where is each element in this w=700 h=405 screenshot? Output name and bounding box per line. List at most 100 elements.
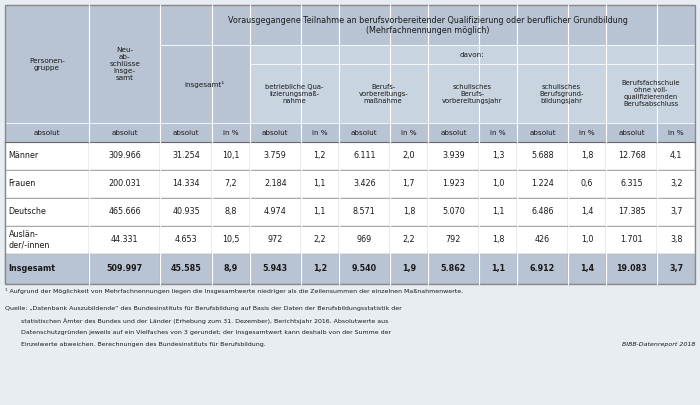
Text: absolut: absolut bbox=[529, 130, 556, 136]
Text: in %: in % bbox=[401, 130, 416, 136]
Text: 3.759: 3.759 bbox=[264, 151, 287, 160]
Text: 8,9: 8,9 bbox=[223, 264, 238, 273]
Text: 6.912: 6.912 bbox=[530, 264, 555, 273]
Text: ¹ Aufgrund der Möglichkeit von Mehrfachnennungen liegen die Insgesamtwerte niedr: ¹ Aufgrund der Möglichkeit von Mehrfachn… bbox=[5, 288, 463, 294]
Text: 1.701: 1.701 bbox=[620, 235, 643, 245]
Text: absolut: absolut bbox=[173, 130, 200, 136]
Text: davon:: davon: bbox=[460, 52, 484, 58]
Text: absolut: absolut bbox=[262, 130, 288, 136]
Text: Frauen: Frauen bbox=[8, 179, 36, 188]
Text: 1,2: 1,2 bbox=[313, 264, 327, 273]
Text: 8.571: 8.571 bbox=[353, 207, 376, 216]
Text: 6.111: 6.111 bbox=[353, 151, 376, 160]
Text: in %: in % bbox=[490, 130, 506, 136]
Text: 4.653: 4.653 bbox=[175, 235, 197, 245]
Text: 1.923: 1.923 bbox=[442, 179, 465, 188]
Text: 9.540: 9.540 bbox=[352, 264, 377, 273]
Text: 969: 969 bbox=[357, 235, 372, 245]
Text: in %: in % bbox=[668, 130, 684, 136]
Text: 12.768: 12.768 bbox=[618, 151, 645, 160]
Text: 200.031: 200.031 bbox=[108, 179, 141, 188]
Text: Insgesamt: Insgesamt bbox=[8, 264, 55, 273]
Text: 2,2: 2,2 bbox=[402, 235, 415, 245]
Text: statistischen Ämter des Bundes und der Länder (Erhebung zum 31. Dezember), Beric: statistischen Ämter des Bundes und der L… bbox=[5, 318, 388, 324]
Text: 0,6: 0,6 bbox=[581, 179, 594, 188]
Text: 45.585: 45.585 bbox=[171, 264, 202, 273]
Text: 1,0: 1,0 bbox=[492, 179, 504, 188]
Text: 309.966: 309.966 bbox=[108, 151, 141, 160]
Text: 1,8: 1,8 bbox=[402, 207, 415, 216]
Text: 792: 792 bbox=[446, 235, 461, 245]
Text: Männer: Männer bbox=[8, 151, 38, 160]
Text: 3,7: 3,7 bbox=[669, 264, 683, 273]
Text: 14.334: 14.334 bbox=[172, 179, 200, 188]
Text: 31.254: 31.254 bbox=[172, 151, 200, 160]
Text: in %: in % bbox=[223, 130, 239, 136]
Text: 509.997: 509.997 bbox=[106, 264, 143, 273]
Text: 5.688: 5.688 bbox=[531, 151, 554, 160]
Text: 465.666: 465.666 bbox=[108, 207, 141, 216]
Text: Quelle: „Datenbank Auszubildende“ des Bundesinstituts für Berufsbildung auf Basi: Quelle: „Datenbank Auszubildende“ des Bu… bbox=[5, 306, 402, 311]
Text: insgesamt¹: insgesamt¹ bbox=[185, 81, 225, 88]
Text: in %: in % bbox=[580, 130, 595, 136]
Text: Deutsche: Deutsche bbox=[8, 207, 46, 216]
Text: Personen-
gruppe: Personen- gruppe bbox=[29, 58, 65, 70]
Text: betriebliche Qua-
lizierungsmaß-
nahme: betriebliche Qua- lizierungsmaß- nahme bbox=[265, 84, 323, 104]
Text: 7,2: 7,2 bbox=[225, 179, 237, 188]
Text: 1,2: 1,2 bbox=[314, 151, 326, 160]
Text: 5.943: 5.943 bbox=[262, 264, 288, 273]
Text: 10,1: 10,1 bbox=[222, 151, 239, 160]
Text: 1,3: 1,3 bbox=[492, 151, 504, 160]
Text: 1.224: 1.224 bbox=[531, 179, 554, 188]
Text: 3.426: 3.426 bbox=[353, 179, 376, 188]
Text: 8,8: 8,8 bbox=[225, 207, 237, 216]
Text: Berufsfachschule
ohne voll-
qualifizierenden
Berufsabschluss: Berufsfachschule ohne voll- qualifiziere… bbox=[621, 80, 680, 107]
Text: 2.184: 2.184 bbox=[264, 179, 286, 188]
Text: BIBB-Datenreport 2018: BIBB-Datenreport 2018 bbox=[622, 342, 695, 347]
Text: in %: in % bbox=[312, 130, 328, 136]
Text: 5.862: 5.862 bbox=[441, 264, 466, 273]
Text: 972: 972 bbox=[267, 235, 283, 245]
Text: 3.939: 3.939 bbox=[442, 151, 465, 160]
Text: 1,1: 1,1 bbox=[314, 179, 326, 188]
Text: 1,4: 1,4 bbox=[580, 264, 594, 273]
Text: 40.935: 40.935 bbox=[172, 207, 200, 216]
Text: absolut: absolut bbox=[440, 130, 467, 136]
Text: 5.070: 5.070 bbox=[442, 207, 465, 216]
Text: absolut: absolut bbox=[34, 130, 60, 136]
Text: 1,1: 1,1 bbox=[314, 207, 326, 216]
Text: 6.315: 6.315 bbox=[620, 179, 643, 188]
Text: 17.385: 17.385 bbox=[618, 207, 645, 216]
Text: 426: 426 bbox=[535, 235, 550, 245]
Text: 2,0: 2,0 bbox=[402, 151, 415, 160]
Text: 4,1: 4,1 bbox=[670, 151, 682, 160]
Text: Neu-
ab-
schlüsse
insge-
samt: Neu- ab- schlüsse insge- samt bbox=[109, 47, 140, 81]
Text: schulisches
Berufs-
vorbereitungsjahr: schulisches Berufs- vorbereitungsjahr bbox=[442, 84, 503, 104]
Text: 3,8: 3,8 bbox=[670, 235, 682, 245]
Text: 2,2: 2,2 bbox=[314, 235, 326, 245]
Text: 1,8: 1,8 bbox=[492, 235, 504, 245]
Text: 1,8: 1,8 bbox=[581, 151, 594, 160]
Text: 1,9: 1,9 bbox=[402, 264, 416, 273]
Text: absolut: absolut bbox=[351, 130, 378, 136]
Text: 1,7: 1,7 bbox=[402, 179, 415, 188]
Text: 1,1: 1,1 bbox=[492, 207, 504, 216]
Text: absolut: absolut bbox=[618, 130, 645, 136]
Text: 1,1: 1,1 bbox=[491, 264, 505, 273]
Text: 3,2: 3,2 bbox=[670, 179, 682, 188]
Text: 1,4: 1,4 bbox=[581, 207, 594, 216]
Text: 1,0: 1,0 bbox=[581, 235, 594, 245]
Text: absolut: absolut bbox=[111, 130, 138, 136]
Text: 4.974: 4.974 bbox=[264, 207, 286, 216]
Text: 10,5: 10,5 bbox=[222, 235, 239, 245]
Text: Auslän-
der/-innen: Auslän- der/-innen bbox=[8, 230, 50, 249]
Text: Einzelwerte abweichen. Berechnungen des Bundesinstituts für Berufsbildung.: Einzelwerte abweichen. Berechnungen des … bbox=[5, 342, 266, 347]
Text: Vorausgegangene Teilnahme an berufsvorbereitender Qualifizierung oder berufliche: Vorausgegangene Teilnahme an berufsvorbe… bbox=[228, 15, 628, 35]
Text: 3,7: 3,7 bbox=[670, 207, 682, 216]
Text: schulisches
Berufsgrund-
bildungsjahr: schulisches Berufsgrund- bildungsjahr bbox=[539, 84, 584, 104]
Text: 44.331: 44.331 bbox=[111, 235, 139, 245]
Text: 6.486: 6.486 bbox=[531, 207, 554, 216]
Text: Datenschutzgründen jeweils auf ein Vielfaches von 3 gerundet; der Insgesamtwert : Datenschutzgründen jeweils auf ein Vielf… bbox=[5, 330, 391, 335]
Text: 19.083: 19.083 bbox=[616, 264, 647, 273]
Text: Berufs-
vorbereitungs-
maßnahme: Berufs- vorbereitungs- maßnahme bbox=[358, 84, 408, 104]
